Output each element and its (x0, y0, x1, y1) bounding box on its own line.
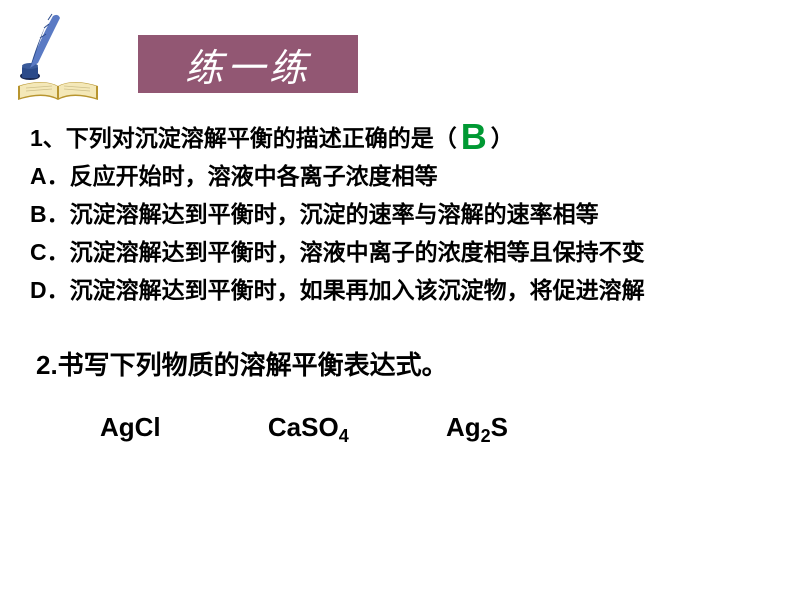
formula-ag2s-sub: 2 (481, 426, 491, 447)
formula-caso4-base: CaSO (268, 412, 339, 443)
q1-stem-prefix: 1、下列对沉淀溶解平衡的描述正确的是（ (30, 119, 457, 157)
q1-option-b: B．沉淀溶解达到平衡时，沉淀的速率与溶解的速率相等 (30, 195, 770, 233)
formula-agcl: AgCl (100, 412, 161, 443)
formula-ag2s-tail: S (491, 412, 508, 443)
content-area: 1、下列对沉淀溶解平衡的描述正确的是（ B ） A．反应开始时，溶液中各离子浓度… (30, 115, 770, 447)
formula-caso4: CaSO4 (268, 412, 349, 447)
q1-stem-suffix: ） (491, 119, 514, 157)
formula-caso4-sub: 4 (339, 426, 349, 447)
q1-answer: B (461, 118, 487, 156)
formula-ag2s: Ag2S (446, 412, 508, 447)
q1-option-d: D．沉淀溶解达到平衡时，如果再加入该沉淀物，将促进溶解 (30, 271, 770, 309)
q1-stem: 1、下列对沉淀溶解平衡的描述正确的是（ B ） (30, 115, 770, 157)
formula-agcl-base: AgCl (100, 412, 161, 443)
quill-book-icon (8, 8, 108, 108)
q1-option-c: C．沉淀溶解达到平衡时，溶液中离子的浓度相等且保持不变 (30, 233, 770, 271)
q1-option-a: A．反应开始时，溶液中各离子浓度相等 (30, 157, 770, 195)
formula-row: AgCl CaSO4 Ag2S (100, 412, 770, 447)
formula-ag2s-base: Ag (446, 412, 481, 443)
q2-text: 2.书写下列物质的溶解平衡表达式。 (36, 345, 770, 382)
practice-banner: 练一练 (138, 35, 358, 93)
banner-text: 练一练 (185, 37, 311, 92)
